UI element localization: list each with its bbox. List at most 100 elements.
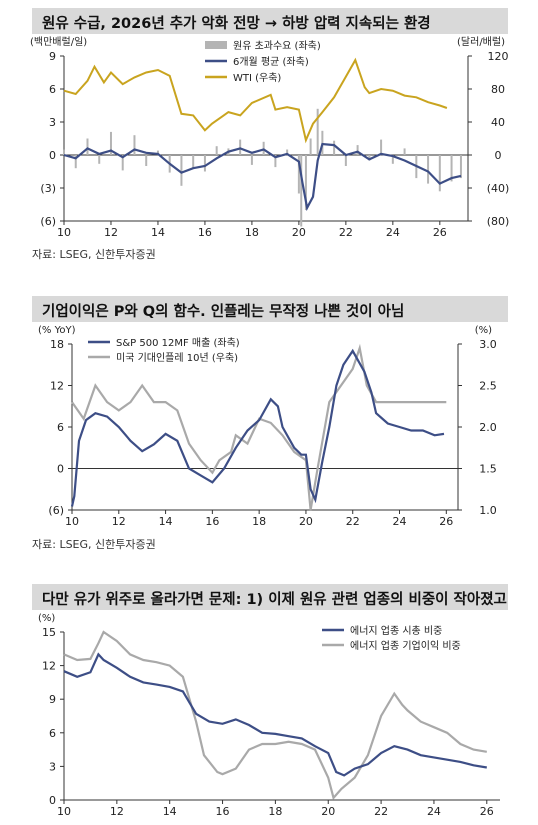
left-tick-label: 9 [49,693,56,706]
right-tick-label: 40 [491,116,505,129]
excess-demand-bar [203,155,206,172]
x-tick-label: 22 [346,515,360,528]
excess-demand-bar [63,149,65,155]
mcap-share-line [63,652,487,777]
x-tick-label: 20 [321,805,335,818]
legend-label-avg: 6개월 평균 (좌축) [233,56,309,68]
left-tick-label: 15 [42,626,56,639]
excess-demand-bar [309,138,312,155]
right-tick-label: 1.0 [479,504,497,517]
left-tick-label: 3 [49,760,56,773]
excess-demand-bar [192,155,195,169]
right-tick-label: 2.5 [479,380,497,393]
x-tick-label: 14 [159,515,173,528]
x-tick-label: 18 [245,226,259,239]
excess-demand-bar [427,155,430,184]
x-tick-label: 24 [427,805,441,818]
chart-title-bar: 다만 유가 위주로 올라가면 문제: 1) 이제 원유 관련 업종의 비중이 작… [32,584,508,610]
right-tick-label: 120 [488,50,509,63]
excess-demand-bar [215,146,218,155]
left-tick-label: 9 [49,50,56,63]
excess-demand-bar [121,155,124,171]
x-tick-label: 14 [151,226,165,239]
right-tick-label: 3.0 [479,338,497,351]
left-tick-label: 0 [49,149,56,162]
chart-oil-balance: (백만배럴/일) (달러/배럴) 9 6 3 0 (3) (6) 120 80 40 0 (40) (80… [30,35,510,239]
left-axis-label: (%) [38,613,55,624]
excess-demand-bar [368,155,371,161]
right-tick-label: 1.5 [479,463,497,476]
excess-demand-bar [459,155,462,179]
excess-demand-bar [274,155,277,168]
excess-demand-bar [180,155,183,186]
left-tick-label: 12 [42,660,56,673]
excess-demand-bar [109,131,112,155]
right-tick-label: (40) [487,182,510,195]
legend-label-excess: 원유 초과수요 (좌축) [233,40,321,52]
x-tick-label: 22 [374,805,388,818]
excess-demand-bar [145,155,148,166]
left-tick-label: 6 [49,727,56,740]
excess-demand-bar [86,138,89,155]
left-tick-label: 6 [57,421,64,434]
legend-label-inflation: 미국 기대인플레 10년 (우축) [116,352,238,364]
excess-demand-bar [391,155,394,164]
excess-demand-bar [98,155,101,164]
left-tick-label: 3 [49,116,56,129]
x-tick-label: 18 [268,805,282,818]
x-tick-label: 10 [65,515,79,528]
wti-line [63,57,448,144]
excess-demand-bar [380,139,383,155]
excess-demand-bar [74,155,77,169]
x-tick-label: 20 [299,515,313,528]
x-tick-label: 26 [433,226,447,239]
x-tick-label: 20 [292,226,306,239]
excess-demand-bar [356,145,359,155]
right-axis-label: (%) [475,325,492,336]
excess-demand-bar [403,148,406,155]
right-tick-label: (80) [487,215,510,228]
right-tick-label: 80 [491,83,505,96]
left-axis-label: (% YoY) [38,325,76,336]
chart-source: 자료: LSEG, 신한투자증권 [32,248,156,261]
x-tick-label: 26 [480,805,494,818]
chart-panel-earnings-inflation: 기업이익은 P와 Q의 함수. 인플레는 무작정 나쁜 것이 아님 (% YoY… [32,296,508,551]
chart-title-bar: 원유 수급, 2026년 추가 악화 전망 → 하방 압력 지속되는 환경 [32,8,508,34]
left-axis-label: (백만배럴/일) [30,35,87,48]
x-tick-label: 16 [216,805,230,818]
legend-label-wti: WTI (우축) [233,72,281,84]
chart-energy-weight: (%) 15 12 9 6 3 010 12 14 16 18 20 22 24 26 에너지 업종 시총 비… [38,613,500,818]
excess-demand-bar [304,155,307,210]
chart-source: 자료: LSEG, 신한투자증권 [32,538,156,551]
left-tick-label: (6) [48,504,64,517]
right-tick-label: 0 [495,149,502,162]
left-tick-label: 0 [57,463,64,476]
x-tick-label: 24 [393,515,407,528]
x-tick-label: 18 [252,515,266,528]
x-tick-label: 12 [104,226,118,239]
x-tick-label: 22 [339,226,353,239]
chart-title: 원유 수급, 2026년 추가 악화 전망 → 하방 압력 지속되는 환경 [42,16,431,32]
left-tick-label: (3) [40,182,56,195]
excess-demand-bar [300,155,303,227]
excess-demand-bar [316,108,319,155]
left-tick-label: 12 [50,380,64,393]
left-tick-label: 0 [49,794,56,807]
right-tick-label: 2.0 [479,421,497,434]
x-tick-label: 14 [163,805,177,818]
chart-title: 다만 유가 위주로 올라가면 문제: 1) 이제 원유 관련 업종의 비중이 작… [42,592,507,608]
left-tick-label: 18 [50,338,64,351]
x-tick-label: 24 [386,226,400,239]
x-tick-label: 12 [112,515,126,528]
legend-swatch-excess [205,41,227,49]
legend-label-earnings: 에너지 업종 기업이익 비중 [350,639,461,652]
earnings-share-line [63,630,487,801]
chart-title: 기업이익은 P와 Q의 함수. 인플레는 무작정 나쁜 것이 아님 [42,304,405,320]
excess-demand-bar [333,140,336,155]
excess-demand-bar [450,155,453,182]
avg-6m-line [63,142,462,212]
excess-demand-bar [438,155,441,192]
x-tick-label: 16 [198,226,212,239]
excess-demand-bar [250,155,253,165]
